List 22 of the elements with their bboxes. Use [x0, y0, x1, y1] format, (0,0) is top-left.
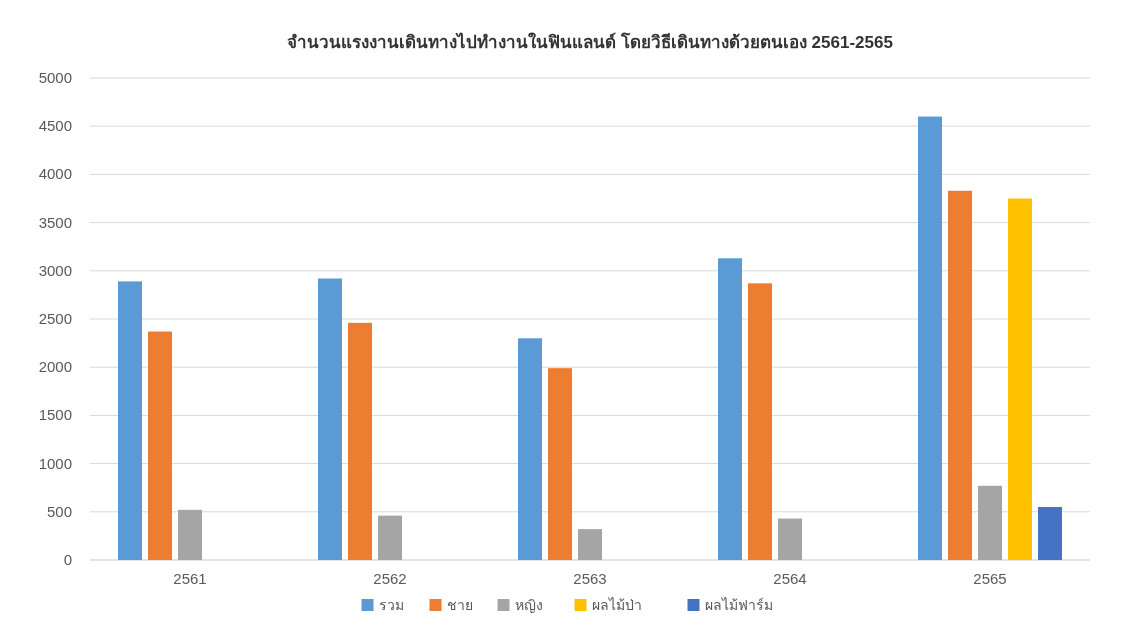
y-tick-label: 4000 — [38, 165, 72, 183]
x-tick-label: 2563 — [573, 570, 607, 587]
y-tick-label: 3000 — [38, 261, 72, 279]
y-tick-label: 1500 — [38, 406, 72, 424]
y-tick-label: 2000 — [38, 358, 72, 376]
legend-label: ผลไม้ฟาร์ม — [704, 597, 773, 613]
y-tick-label: 1000 — [38, 454, 72, 472]
x-tick-label: 2562 — [373, 570, 407, 587]
y-tick-label: 3500 — [38, 213, 72, 231]
y-tick-label: 5000 — [38, 69, 72, 86]
legend-label: ผลไม้ป่า — [591, 597, 642, 613]
chart-title: จำนวนแรงงานเดินทางไปทำงานในฟินแลนด์ โดยวิธีเดินทางด้วยตนเอง 2561-2565 — [287, 32, 893, 52]
y-tick-label: 4500 — [38, 117, 72, 135]
y-tick-label: 500 — [46, 502, 72, 520]
legend-label: หญิง — [514, 597, 543, 613]
x-tick-label: 2565 — [973, 570, 1007, 587]
x-tick-label: 2561 — [173, 570, 207, 587]
x-tick-label: 2564 — [773, 570, 807, 587]
legend-label: รวม — [378, 597, 404, 613]
y-tick-label: 0 — [63, 551, 72, 568]
y-tick-label: 2500 — [38, 310, 72, 327]
legend-label: ชาย — [446, 597, 473, 613]
